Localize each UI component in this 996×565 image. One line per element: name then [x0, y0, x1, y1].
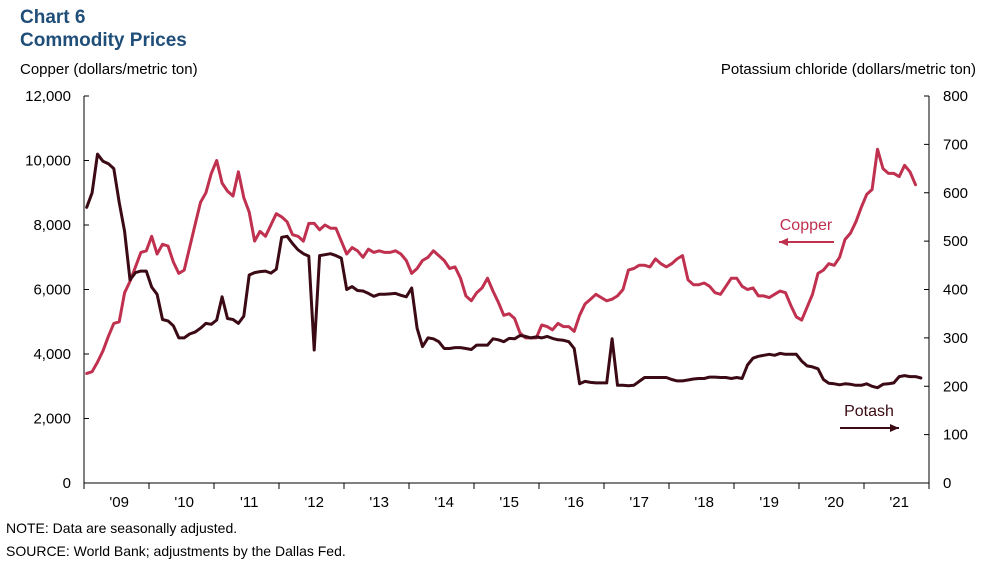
potash-label: Potash [844, 403, 894, 420]
x-tick-label: '21 [889, 494, 909, 511]
x-tick-label: '10 [174, 494, 194, 511]
chart-title-block: Chart 6 Commodity Prices [20, 6, 187, 52]
right-tick-label: 500 [943, 233, 968, 250]
right-tick-label: 300 [943, 330, 968, 347]
potash-arrow-head [890, 424, 899, 432]
source-text: SOURCE: World Bank; adjustments by the D… [6, 543, 346, 559]
x-tick-label: '11 [240, 494, 258, 511]
x-tick-label: '09 [109, 494, 129, 511]
left-tick-label: 12,000 [25, 88, 71, 105]
right-tick-label: 0 [943, 475, 951, 492]
copper-arrow-head [779, 238, 788, 246]
x-tick-label: '17 [629, 494, 649, 511]
x-tick-label: '13 [369, 494, 389, 511]
potash-series-line [85, 152, 923, 390]
left-tick-label: 8,000 [33, 217, 71, 234]
right-axis-title: Potassium chloride (dollars/metric ton) [720, 61, 976, 78]
right-tick-label: 200 [943, 378, 968, 395]
left-axis-title: Copper (dollars/metric ton) [20, 61, 198, 78]
x-tick-label: '20 [824, 494, 844, 511]
copper-label: Copper [780, 217, 833, 234]
x-tick-label: '12 [304, 494, 324, 511]
left-tick-label: 0 [63, 475, 71, 492]
x-tick-label: '14 [434, 494, 454, 511]
left-tick-label: 4,000 [33, 346, 71, 363]
x-tick-label: '18 [694, 494, 714, 511]
right-tick-label: 600 [943, 185, 968, 202]
left-tick-label: 10,000 [25, 153, 71, 170]
chart-title: Commodity Prices [20, 30, 187, 51]
x-tick-label: '15 [499, 494, 519, 511]
annotations: Copper Potash [779, 217, 899, 432]
axes: 0 2,000 4,000 6,000 8,000 10,000 12,000 0 100 200… [25, 88, 968, 511]
left-tick-label: 6,000 [33, 282, 71, 299]
chart-number: Chart 6 [20, 7, 86, 28]
right-tick-label: 700 [943, 136, 968, 153]
copper-series-line [85, 147, 917, 375]
series-lines [85, 147, 923, 390]
note-text: NOTE: Data are seasonally adjusted. [6, 520, 238, 536]
right-tick-label: 400 [943, 282, 968, 299]
x-tick-label: '16 [564, 494, 584, 511]
right-tick-label: 800 [943, 88, 968, 105]
x-tick-label: '19 [759, 494, 779, 511]
right-tick-label: 100 [943, 427, 968, 444]
left-tick-label: 2,000 [33, 411, 71, 428]
